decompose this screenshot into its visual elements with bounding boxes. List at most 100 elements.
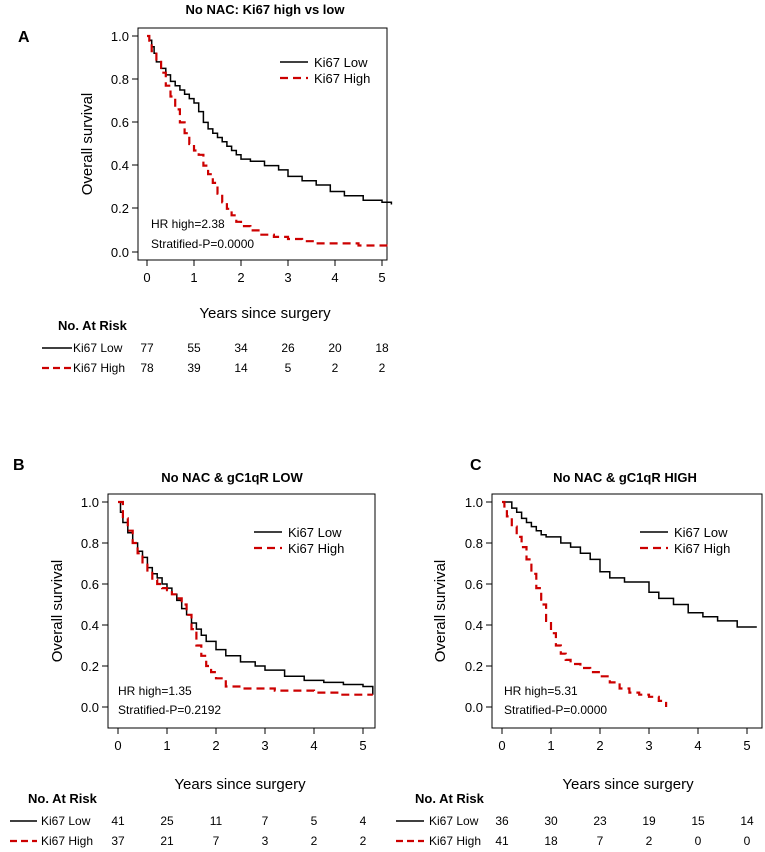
- y-tick-label: 0.6: [465, 577, 483, 592]
- x-axis-label: Years since surgery: [562, 776, 694, 793]
- x-tick-label: 0: [498, 738, 505, 753]
- panel-letter: A: [18, 29, 30, 46]
- x-tick-label: 2: [237, 270, 244, 285]
- x-tick-label: 1: [190, 270, 197, 285]
- risk-value: 7: [213, 834, 220, 848]
- series-line-ki67-low: [502, 501, 757, 628]
- legend-label: Ki67 Low: [314, 55, 368, 70]
- x-tick-label: 0: [114, 738, 121, 753]
- risk-value: 2: [379, 361, 386, 375]
- risk-table: No. At Risk Ki67 Low 77 55 34 26 20 18 Ki67 High…: [42, 318, 389, 375]
- risk-table-header: No. At Risk: [28, 791, 98, 806]
- p-value-annotation: Stratified-P=0.2192: [118, 703, 221, 717]
- risk-value: 2: [311, 834, 318, 848]
- y-tick-label: 1.0: [81, 495, 99, 510]
- x-tick-label: 4: [310, 738, 317, 753]
- chart-title: No NAC & gC1qR HIGH: [553, 470, 697, 485]
- panel-letter: C: [470, 457, 482, 474]
- risk-value: 14: [234, 361, 248, 375]
- y-tick-label: 1.0: [465, 495, 483, 510]
- panel-a: A No NAC: Ki67 high vs low 0 1 2 3 4 5 0.0 0.2 0.4…: [18, 2, 393, 375]
- legend-label: Ki67 Low: [288, 525, 342, 540]
- plot-frame: [137, 27, 388, 261]
- risk-row-label: Ki67 High: [73, 361, 125, 375]
- x-tick-label: 4: [694, 738, 701, 753]
- x-tick-label: 3: [645, 738, 652, 753]
- risk-value: 55: [187, 341, 201, 355]
- risk-value: 2: [332, 361, 339, 375]
- y-tick-label: 0.8: [81, 536, 99, 551]
- p-value-annotation: Stratified-P=0.0000: [151, 237, 254, 251]
- legend-label: Ki67 High: [288, 541, 344, 556]
- series-line-ki67-high: [502, 500, 668, 707]
- hr-annotation: HR high=5.31: [504, 684, 578, 698]
- legend-label: Ki67 High: [674, 541, 730, 556]
- y-tick-label: 0.4: [81, 618, 99, 633]
- y-tick-label: 0.4: [111, 158, 129, 173]
- risk-value: 41: [495, 834, 509, 848]
- x-tick-label: 2: [212, 738, 219, 753]
- risk-value: 5: [285, 361, 292, 375]
- x-axis-label: Years since surgery: [174, 776, 306, 793]
- legend-label: Ki67 Low: [674, 525, 728, 540]
- risk-value: 2: [646, 834, 653, 848]
- risk-value: 14: [740, 814, 754, 828]
- risk-value: 11: [210, 814, 223, 828]
- x-tick-label: 0: [143, 270, 150, 285]
- risk-value: 77: [140, 341, 154, 355]
- risk-value: 0: [744, 834, 751, 848]
- y-tick-label: 0.6: [81, 577, 99, 592]
- x-tick-label: 1: [547, 738, 554, 753]
- chart-title: No NAC & gC1qR LOW: [161, 470, 303, 485]
- risk-value: 34: [234, 341, 248, 355]
- legend-label: Ki67 High: [314, 71, 370, 86]
- y-tick-label: 1.0: [111, 29, 129, 44]
- y-tick-label: 0.0: [111, 245, 129, 260]
- risk-row-label: Ki67 Low: [429, 814, 479, 828]
- risk-value: 20: [328, 341, 342, 355]
- y-tick-label: 0.0: [81, 700, 99, 715]
- risk-value: 37: [111, 834, 125, 848]
- x-tick-label: 3: [284, 270, 291, 285]
- y-tick-label: 0.8: [111, 72, 129, 87]
- y-tick-label: 0.2: [81, 659, 99, 674]
- risk-value: 21: [160, 834, 174, 848]
- risk-value: 39: [187, 361, 201, 375]
- risk-value: 41: [111, 814, 125, 828]
- risk-value: 7: [262, 814, 269, 828]
- risk-value: 18: [375, 341, 389, 355]
- risk-value: 4: [360, 814, 367, 828]
- y-tick-label: 0.2: [111, 201, 129, 216]
- plot-frame: [491, 493, 763, 729]
- risk-table: No. At Risk Ki67 Low 36 30 23 19 15 14 Ki67 High…: [396, 791, 754, 848]
- series-line-ki67-high: [147, 34, 392, 247]
- risk-value: 36: [495, 814, 509, 828]
- risk-value: 30: [544, 814, 558, 828]
- risk-value: 0: [695, 834, 702, 848]
- y-axis-label: Overall survival: [79, 93, 96, 196]
- y-axis-label: Overall survival: [432, 560, 449, 663]
- risk-row-label: Ki67 High: [429, 834, 481, 848]
- p-value-annotation: Stratified-P=0.0000: [504, 703, 607, 717]
- y-tick-label: 0.6: [111, 115, 129, 130]
- risk-value: 26: [281, 341, 295, 355]
- hr-annotation: HR high=2.38: [151, 217, 225, 231]
- risk-value: 78: [140, 361, 154, 375]
- risk-value: 3: [262, 834, 269, 848]
- x-axis-label: Years since surgery: [199, 305, 331, 322]
- chart-title: No NAC: Ki67 high vs low: [186, 2, 346, 17]
- risk-row-label: Ki67 High: [41, 834, 93, 848]
- hr-annotation: HR high=1.35: [118, 684, 192, 698]
- panel-letter: B: [13, 457, 25, 474]
- risk-row-label: Ki67 Low: [73, 341, 123, 355]
- risk-value: 19: [642, 814, 656, 828]
- panel-b: B No NAC & gC1qR LOW 0 1 2 3 4 5 0.0 0.2 0.4 0.6 0.8…: [10, 457, 376, 848]
- risk-value: 7: [597, 834, 604, 848]
- x-tick-label: 3: [261, 738, 268, 753]
